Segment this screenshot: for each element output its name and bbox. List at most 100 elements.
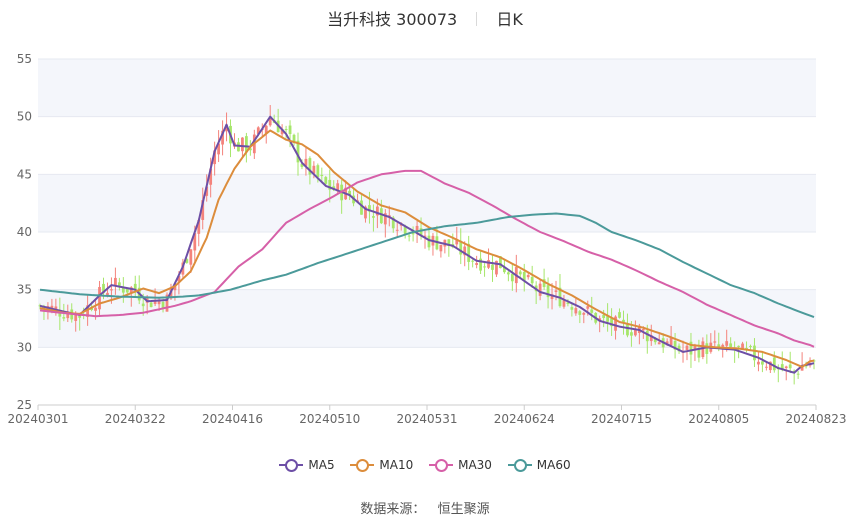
candle-up <box>669 337 673 346</box>
candle-down <box>237 142 240 152</box>
candle-up <box>205 186 209 196</box>
candle-down <box>645 330 649 342</box>
candle-down <box>372 216 375 218</box>
candle-up <box>221 130 224 145</box>
legend-marker-ma10 <box>350 459 375 472</box>
candle-up <box>86 305 90 317</box>
candle-down <box>90 307 93 310</box>
candle-down <box>753 345 756 361</box>
candle-down <box>499 256 502 269</box>
candle-up <box>114 277 117 286</box>
candle-down <box>602 314 606 319</box>
candle-down <box>391 217 395 229</box>
candle-down <box>459 240 463 255</box>
legend-item-ma5[interactable]: MA5 <box>279 458 335 472</box>
period-tab[interactable]: 日K <box>496 10 523 29</box>
candle-down <box>530 276 534 284</box>
stock-title: 当升科技 300073 <box>327 10 458 29</box>
candle-up <box>582 312 586 315</box>
candle-down <box>745 347 748 349</box>
source-label: 数据来源： <box>360 502 426 517</box>
candle-down <box>653 338 657 343</box>
candle-down <box>761 361 764 365</box>
series-line-ma5 <box>39 115 815 374</box>
candle-up <box>463 246 467 256</box>
x-tick-label: 20240715 <box>591 412 652 426</box>
candle-up <box>713 341 717 343</box>
x-tick-label: 20240531 <box>396 412 457 426</box>
legend-marker-ma30 <box>429 459 454 472</box>
candle-down <box>506 272 510 275</box>
candle-up <box>439 244 443 252</box>
y-tick-label: 55 <box>17 52 32 66</box>
candle-up <box>280 128 284 135</box>
candle-up <box>757 361 760 365</box>
candle-down <box>626 324 629 336</box>
candle-up <box>685 345 689 350</box>
candle-down <box>729 343 733 348</box>
candle-up <box>693 346 697 351</box>
candle-down <box>717 344 721 348</box>
legend-item-ma60[interactable]: MA60 <box>507 458 571 472</box>
candle-down <box>308 158 312 175</box>
candle-up <box>201 200 205 220</box>
candle-down <box>546 285 550 298</box>
legend-label-ma5: MA5 <box>308 458 335 472</box>
candle-down <box>542 279 546 288</box>
candle-up <box>256 127 260 134</box>
title-separator <box>476 12 478 26</box>
y-tick-label: 30 <box>17 340 32 354</box>
candle-down <box>141 303 145 307</box>
candle-down <box>133 283 137 291</box>
candle-up <box>764 366 768 368</box>
candle-up <box>784 366 788 369</box>
candle-down <box>38 305 42 307</box>
candle-down <box>467 243 471 262</box>
candle-down <box>479 258 482 271</box>
candle-down <box>447 239 451 246</box>
candle-down <box>673 341 677 350</box>
candle-up <box>375 206 379 216</box>
candle-down <box>284 129 288 131</box>
candle-down <box>185 259 189 263</box>
candle-up <box>94 307 97 311</box>
candle-down <box>121 286 125 293</box>
candle-up <box>241 137 244 152</box>
candle-up <box>614 316 617 331</box>
candle-up <box>586 306 590 309</box>
candle-up <box>741 343 744 350</box>
chart-title: 当升科技 300073 日K <box>0 6 850 30</box>
legend-item-ma30[interactable]: MA30 <box>429 458 492 472</box>
candle-down <box>411 232 415 235</box>
candle-down <box>245 136 248 153</box>
candle-up <box>423 235 427 237</box>
candle-down <box>407 235 411 237</box>
candle-down <box>491 264 494 270</box>
candle-down <box>300 163 304 167</box>
candle-down <box>288 125 292 135</box>
grid-band <box>38 59 816 117</box>
candlestick-chart: 25 30 35 40 45 50 55 20240301 20240322 20240416 20… <box>7 52 846 426</box>
candle-down <box>622 319 625 322</box>
candle-up <box>641 328 645 331</box>
candle-up <box>336 183 340 192</box>
candle-down <box>483 266 486 268</box>
candle-up <box>129 287 133 293</box>
candle-up <box>213 150 217 165</box>
candle-up <box>98 287 101 310</box>
x-tick-label: 20240322 <box>105 412 166 426</box>
candle-down <box>578 311 582 315</box>
candle-up <box>312 165 316 174</box>
candle-up <box>304 158 308 166</box>
data-source: 数据来源： 恒生聚源 <box>0 498 850 517</box>
candle-up <box>177 275 181 282</box>
candle-up <box>54 306 58 309</box>
series-line-ma30 <box>39 169 815 348</box>
candle-up <box>725 341 729 346</box>
x-tick-label: 20240805 <box>688 412 749 426</box>
candle-down <box>320 174 324 177</box>
legend-marker-ma60 <box>507 459 532 472</box>
candle-up <box>455 239 459 245</box>
legend-item-ma10[interactable]: MA10 <box>350 458 413 472</box>
candle-up <box>153 300 157 305</box>
